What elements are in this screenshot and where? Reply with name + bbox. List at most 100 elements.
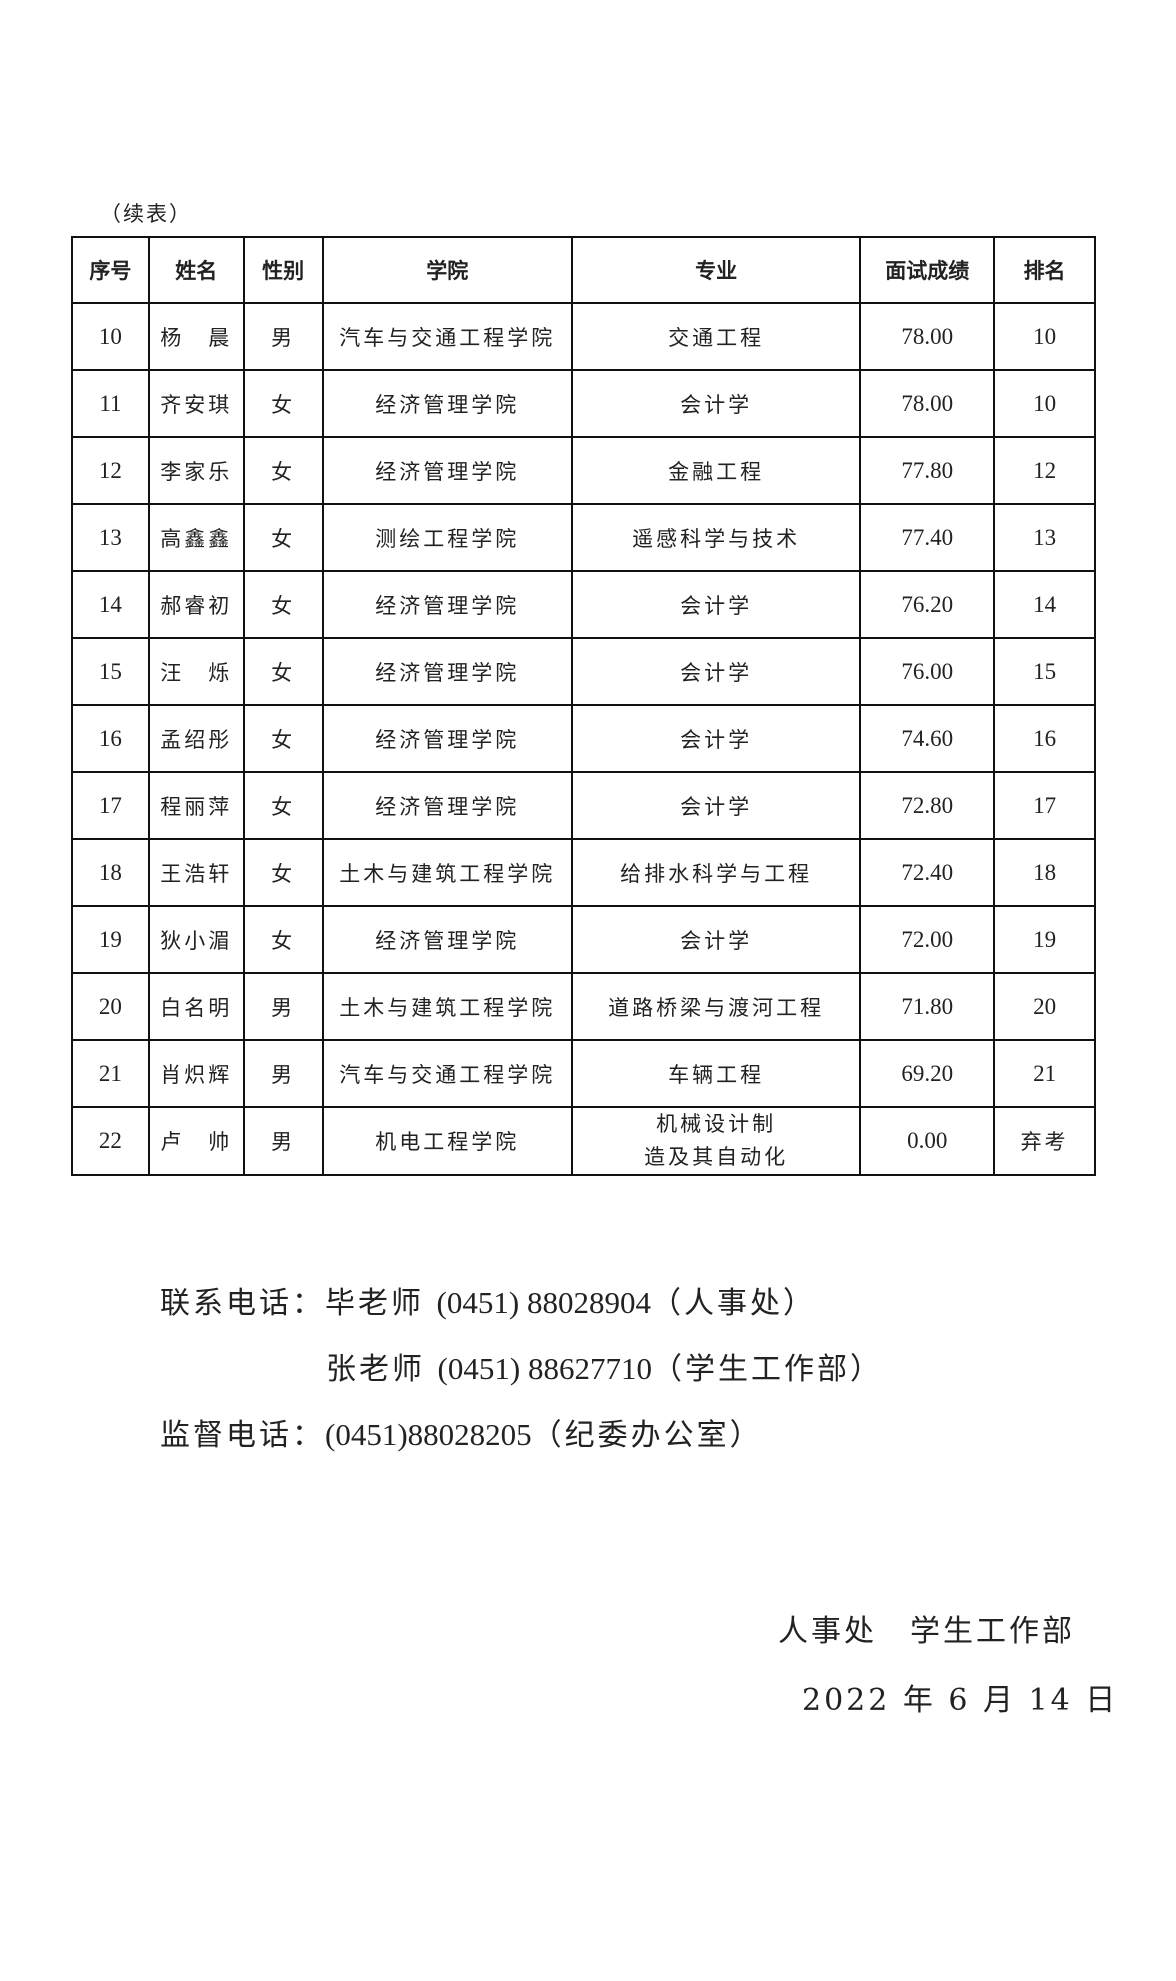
cell-interview-score: 76.20 <box>859 570 996 639</box>
cell-gender: 女 <box>242 771 324 840</box>
cell-row-number: 13 <box>71 503 150 572</box>
column-header: 姓名 <box>147 236 245 304</box>
cell-rank: 18 <box>993 838 1096 907</box>
cell-gender: 女 <box>242 436 324 505</box>
contact-dept: （学生工作部） <box>651 1352 883 1387</box>
table-row: 18 王浩轩女土木与建筑工程学院 给排水科学与工程 72.40 18 <box>71 838 1096 907</box>
cell-name: 白名明 <box>147 972 245 1041</box>
cell-college: 汽车与交通工程学院 <box>321 302 574 371</box>
cell-interview-score: 72.00 <box>859 905 996 974</box>
cell-interview-score: 74.60 <box>859 704 996 773</box>
cell-row-number: 12 <box>71 436 150 505</box>
column-header: 学院 <box>321 236 574 304</box>
table-row: 22 卢 帅男机电工程学院 机械设计制 造及其自动化 0.00 弃考 <box>71 1106 1096 1176</box>
cell-interview-score: 69.20 <box>859 1039 996 1108</box>
cell-major: 道路桥梁与渡河工程 <box>571 972 862 1041</box>
cell-major: 会计学 <box>571 570 862 639</box>
contact-person: 张老师 <box>326 1352 425 1387</box>
cell-college: 土木与建筑工程学院 <box>321 838 574 907</box>
cell-row-number: 16 <box>71 704 150 773</box>
cell-name: 王浩轩 <box>147 838 245 907</box>
cell-major: 会计学 <box>571 637 862 706</box>
cell-row-number: 20 <box>71 972 150 1041</box>
cell-college: 经济管理学院 <box>321 570 574 639</box>
cell-row-number: 11 <box>71 369 150 438</box>
table-row: 17 程丽萍女经济管理学院 会计学 72.80 17 <box>71 771 1096 840</box>
cell-major: 会计学 <box>571 369 862 438</box>
supervision-dept: （纪委办公室） <box>531 1418 763 1453</box>
cell-interview-score: 77.40 <box>859 503 996 572</box>
cell-name: 齐安琪 <box>147 369 245 438</box>
cell-name: 杨 晨 <box>147 302 245 371</box>
cell-college: 汽车与交通工程学院 <box>321 1039 574 1108</box>
contact-dept: （人事处） <box>650 1286 816 1321</box>
cell-name: 卢 帅 <box>147 1106 245 1176</box>
cell-gender: 女 <box>242 905 324 974</box>
cell-row-number: 17 <box>71 771 150 840</box>
cell-major: 给排水科学与工程 <box>571 838 862 907</box>
supervision-phone: (0451)88028205 <box>325 1417 532 1452</box>
cell-interview-score: 71.80 <box>859 972 996 1041</box>
cell-name: 郝睿初 <box>147 570 245 639</box>
table-row: 10 杨 晨男汽车与交通工程学院 交通工程 78.00 10 <box>71 302 1096 371</box>
cell-row-number: 14 <box>71 570 150 639</box>
supervision-label: 监督电话： <box>160 1418 325 1453</box>
cell-name: 肖炽辉 <box>147 1039 245 1108</box>
cell-gender: 男 <box>242 1106 324 1176</box>
table-row: 12 李家乐女经济管理学院 金融工程 77.80 12 <box>71 436 1096 505</box>
cell-gender: 男 <box>242 972 324 1041</box>
cell-major: 遥感科学与技术 <box>571 503 862 572</box>
date: 2022 年 6 月 14 日 <box>802 1683 1119 1718</box>
cell-major: 交通工程 <box>571 302 862 371</box>
cell-gender: 女 <box>242 503 324 572</box>
cell-rank: 19 <box>993 905 1096 974</box>
cell-college: 经济管理学院 <box>321 771 574 840</box>
table-row: 13 高鑫鑫女测绘工程学院 遥感科学与技术 77.40 13 <box>71 503 1096 572</box>
cell-college: 机电工程学院 <box>321 1106 574 1176</box>
table-caption: （续表） <box>100 202 192 226</box>
contact-phone: (0451) 88028904 <box>436 1285 651 1320</box>
cell-gender: 女 <box>242 637 324 706</box>
cell-name: 汪 烁 <box>147 637 245 706</box>
cell-rank: 21 <box>993 1039 1096 1108</box>
supervision-line: 监督电话：(0451)88028205（纪委办公室） <box>160 1410 763 1454</box>
column-header: 面试成绩 <box>859 236 996 304</box>
cell-gender: 女 <box>242 704 324 773</box>
table-row: 11 齐安琪女经济管理学院 会计学 78.00 10 <box>71 369 1096 438</box>
cell-row-number: 15 <box>71 637 150 706</box>
cell-interview-score: 0.00 <box>859 1106 996 1176</box>
cell-interview-score: 77.80 <box>859 436 996 505</box>
cell-name: 高鑫鑫 <box>147 503 245 572</box>
cell-rank: 12 <box>993 436 1096 505</box>
cell-rank: 14 <box>993 570 1096 639</box>
cell-college: 土木与建筑工程学院 <box>321 972 574 1041</box>
cell-interview-score: 72.40 <box>859 838 996 907</box>
cell-college: 经济管理学院 <box>321 436 574 505</box>
cell-name: 孟绍彤 <box>147 704 245 773</box>
table-row: 15 汪 烁女经济管理学院 会计学 76.00 15 <box>71 637 1096 706</box>
column-header: 序号 <box>71 236 150 304</box>
cell-rank: 弃考 <box>993 1106 1096 1176</box>
cell-row-number: 22 <box>71 1106 150 1176</box>
contact-line-1: 联系电话：毕老师 (0451) 88028904（人事处） <box>160 1278 816 1322</box>
cell-interview-score: 72.80 <box>859 771 996 840</box>
cell-college: 经济管理学院 <box>321 369 574 438</box>
cell-name: 程丽萍 <box>147 771 245 840</box>
cell-rank: 16 <box>993 704 1096 773</box>
contact-phone: (0451) 88627710 <box>437 1351 652 1386</box>
column-header: 性别 <box>242 236 324 304</box>
cell-row-number: 18 <box>71 838 150 907</box>
cell-gender: 女 <box>242 838 324 907</box>
cell-name: 李家乐 <box>147 436 245 505</box>
cell-row-number: 10 <box>71 302 150 371</box>
cell-gender: 男 <box>242 302 324 371</box>
signature: 人事处 学生工作部 <box>778 1614 1075 1649</box>
cell-major: 金融工程 <box>571 436 862 505</box>
cell-major: 车辆工程 <box>571 1039 862 1108</box>
cell-college: 经济管理学院 <box>321 704 574 773</box>
cell-rank: 15 <box>993 637 1096 706</box>
column-header: 专业 <box>571 236 862 304</box>
cell-college: 经济管理学院 <box>321 637 574 706</box>
cell-gender: 女 <box>242 369 324 438</box>
cell-major: 机械设计制 造及其自动化 <box>571 1106 862 1176</box>
